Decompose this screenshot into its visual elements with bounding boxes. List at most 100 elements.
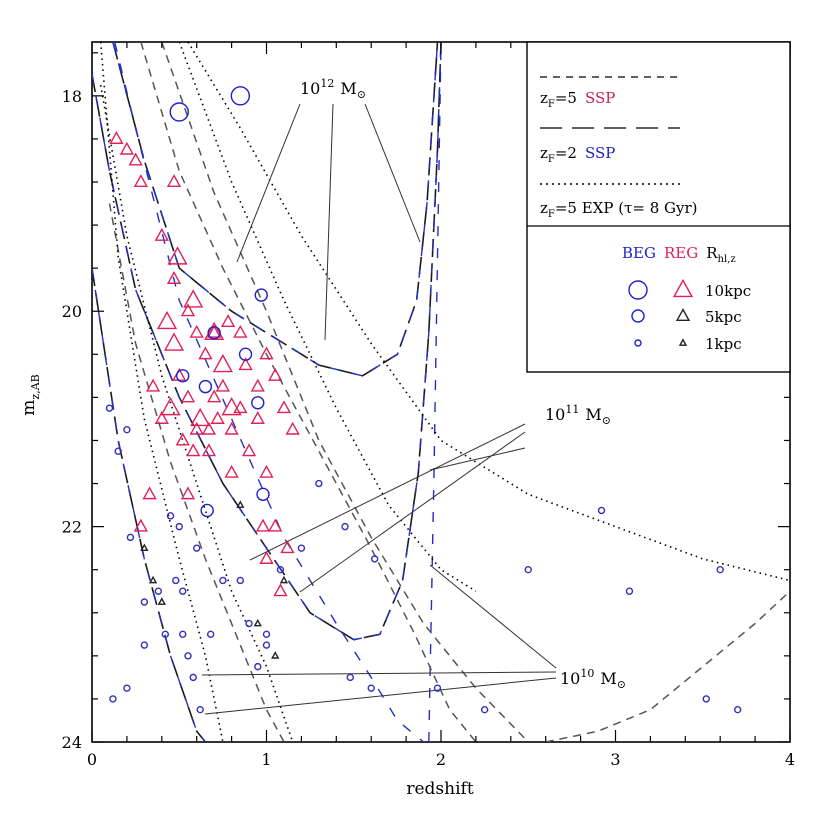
x-tick-label: 4 (785, 750, 795, 769)
beg-point (254, 662, 262, 671)
legend: zF=5 SSP zF=2 SSP zF=5 EXP (τ= 8 Gyr) BEG R… (526, 41, 791, 373)
x-tick-label: 0 (87, 750, 97, 769)
legend-entry-zf5-ssp: zF=5 SSP (540, 89, 615, 110)
x-tick-label: 1 (261, 750, 271, 769)
reg-point (180, 486, 196, 500)
reg-point (207, 389, 222, 403)
reg-point (167, 246, 188, 265)
reg-point (273, 583, 288, 597)
beg-point (251, 396, 265, 410)
legend-box (526, 41, 791, 373)
reg-point (133, 518, 148, 532)
svg-text:mz,AB: mz,AB (19, 374, 42, 415)
reg-point (183, 289, 204, 308)
legend-size-header: BEG REG Rhl,z (622, 244, 736, 265)
reg-point (224, 464, 239, 478)
reg-point (276, 400, 292, 414)
legend-size-5kpc: 5kpc (705, 308, 742, 326)
beg-point (245, 619, 253, 628)
beg-point (114, 447, 122, 455)
beg-point (625, 587, 634, 595)
legend-entry-zf2-ssp: zF=2 SSP (540, 144, 615, 165)
reg-point (198, 346, 213, 360)
beg-point (126, 533, 135, 542)
y-tick-label: 24 (62, 733, 82, 752)
legend-size-1kpc: 1kpc (705, 335, 742, 353)
reg-point (156, 310, 178, 330)
legend-beg-symbol (631, 309, 645, 323)
beg-point (140, 598, 149, 606)
reg-point (253, 618, 262, 627)
beg-point (176, 369, 190, 383)
reg-point (221, 396, 242, 416)
reg-point (119, 141, 135, 155)
beg-point (219, 576, 227, 585)
reg-point (157, 597, 166, 605)
reg-point (133, 174, 148, 188)
reg-point (259, 346, 274, 360)
annotation-leader-line (299, 431, 526, 593)
reg-point (128, 152, 143, 166)
reg-point (201, 443, 217, 457)
reg-point (154, 227, 169, 241)
annotation-leader-line (324, 103, 334, 341)
legend-size-10kpc: 10kpc (705, 282, 751, 300)
reg-point (233, 324, 248, 338)
beg-point (341, 522, 349, 531)
reg-point (255, 518, 271, 532)
reg-point (109, 130, 124, 144)
reg-point (175, 432, 190, 446)
reg-point (142, 486, 157, 500)
beg-point (184, 652, 192, 660)
reg-point (285, 421, 300, 435)
beg-point (206, 630, 215, 639)
curve-zf5-exp (178, 42, 477, 592)
annotation-leader-line (201, 671, 557, 676)
annotation-leader-line (429, 447, 526, 471)
beg-point (196, 705, 204, 714)
reg-point (180, 389, 196, 403)
y-tick-label: 18 (62, 87, 82, 106)
beg-point (370, 555, 379, 563)
reg-point (210, 410, 225, 424)
beg-point (254, 288, 268, 302)
beg-point (109, 695, 117, 703)
beg-point (236, 576, 245, 585)
reg-point (212, 353, 233, 373)
y-tick-label: 20 (62, 302, 82, 321)
reg-point (163, 332, 185, 351)
y-axis-label-main: m (19, 400, 39, 416)
beg-point (179, 587, 187, 595)
reg-point (166, 270, 182, 284)
beg-point (169, 102, 189, 122)
data-points (105, 86, 742, 714)
beg-point (179, 630, 187, 639)
curve-zf5-ssp (545, 590, 790, 742)
curve-zf2-ssp (112, 42, 439, 377)
annotation-leader-line (249, 423, 526, 561)
curve-zf5-exp (99, 42, 224, 742)
x-axis-label: redshift (406, 779, 473, 799)
y-axis-label: mz,AB (19, 374, 42, 415)
beg-point (433, 684, 442, 692)
annotation-leader-line (236, 103, 301, 263)
beg-point (524, 565, 532, 574)
beg-point (198, 379, 213, 394)
reg-point (180, 303, 196, 317)
beg-point (189, 673, 197, 682)
x-tick-label: 2 (436, 750, 446, 769)
curve-zf5-ssp (161, 42, 529, 742)
beg-point (161, 630, 169, 639)
beg-point (192, 544, 201, 552)
beg-point (367, 684, 375, 692)
legend-beg-symbol (628, 280, 648, 300)
reg-point (241, 443, 257, 457)
annotation-mass-11: 1011 M⊙ (545, 403, 611, 427)
reg-point (207, 324, 222, 338)
curve-zf2-ssp-blue (428, 42, 442, 742)
model-curves (92, 42, 790, 742)
reg-point (233, 400, 248, 414)
beg-point (200, 503, 214, 518)
beg-point (238, 347, 253, 362)
